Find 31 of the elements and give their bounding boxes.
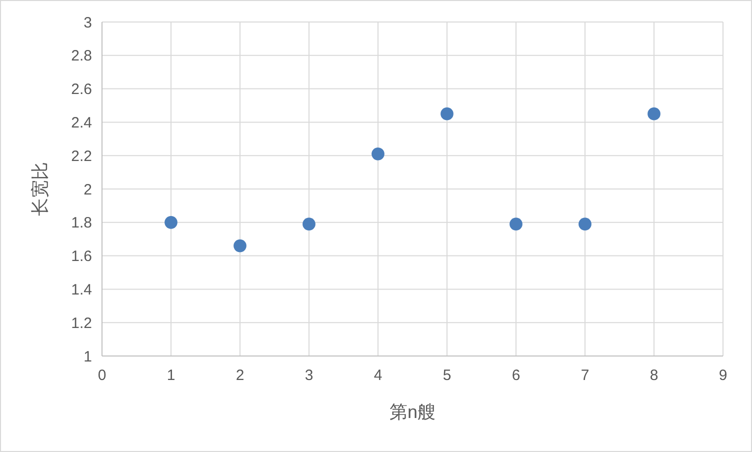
x-tick-label: 2 [236, 367, 244, 384]
x-tick-label: 8 [650, 367, 658, 384]
y-tick-label: 2.2 [71, 148, 92, 165]
y-tick-label: 3 [84, 14, 92, 32]
point [578, 218, 592, 230]
x-tick-label: 9 [718, 367, 728, 384]
point [510, 218, 522, 230]
point [302, 218, 316, 230]
x-tick-label: 3 [304, 367, 314, 384]
y-axis-title: 长宽比 [30, 162, 50, 216]
y-tick-label: 2.6 [71, 81, 92, 98]
y-tick-label: 2.4 [71, 114, 92, 132]
x-tick-label: 0 [98, 367, 106, 384]
y-tick-label: 2 [84, 181, 92, 198]
point [372, 148, 384, 160]
point [440, 107, 454, 120]
x-tick-label: 4 [374, 367, 382, 384]
y-tick-label: 1 [84, 348, 92, 366]
x-tick-label: 5 [442, 367, 452, 384]
x-tick-label: 7 [580, 367, 590, 384]
point [648, 107, 660, 120]
x-tick-label: 1 [166, 367, 176, 384]
x-tick-label: 6 [512, 367, 520, 384]
y-tick-label: 1.6 [71, 248, 92, 266]
y-tick-label: 1.8 [71, 214, 92, 232]
y-tick-label: 1.2 [71, 314, 92, 332]
y-tick-label: 2.8 [71, 48, 92, 65]
x-axis-title: 第n艘 [389, 402, 436, 422]
point [234, 239, 246, 252]
point [164, 216, 178, 229]
y-tick-label: 1.4 [71, 281, 92, 298]
